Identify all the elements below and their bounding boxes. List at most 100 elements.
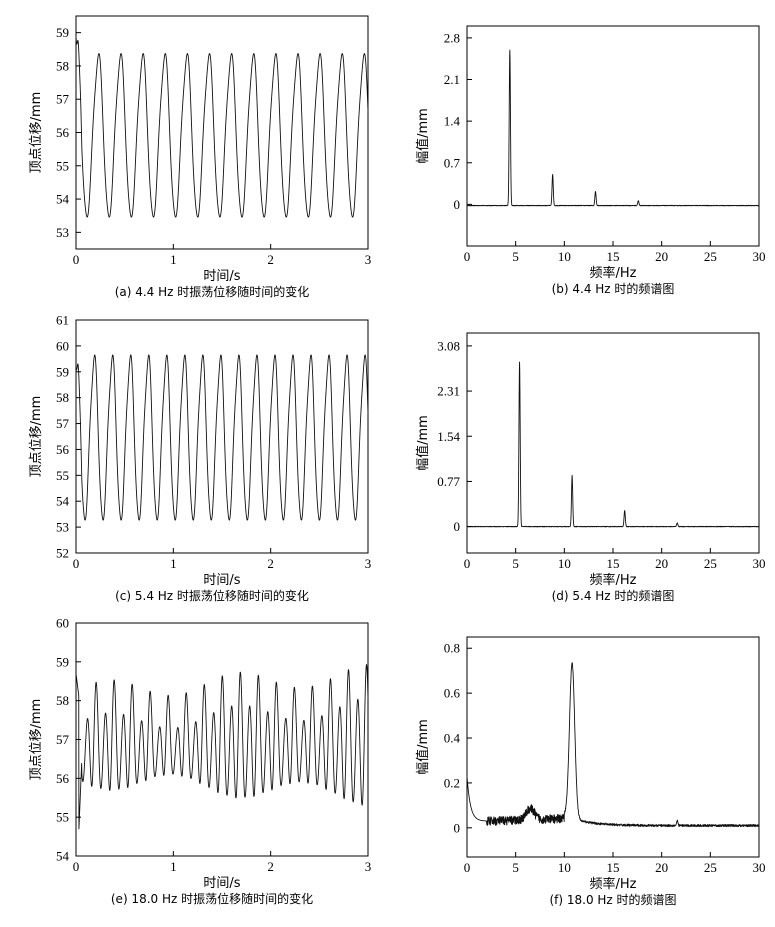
figure-caption: (d) 5.4 Hz 时的频谱图 [552, 588, 675, 603]
y-tick-label: 61 [56, 313, 69, 328]
x-tick-label: 2 [267, 252, 274, 267]
x-tick-label: 15 [607, 860, 620, 875]
y-tick-label: 58 [56, 58, 69, 73]
y-tick-label: 55 [56, 158, 69, 173]
y-tick-label: 2.8 [444, 30, 460, 45]
y-tick-label: 54 [56, 849, 70, 864]
x-tick-label: 3 [365, 556, 372, 571]
y-tick-label: 56 [56, 442, 70, 457]
figure-caption: (e) 18.0 Hz 时振荡位移随时间的变化 [111, 891, 313, 906]
plot-frame-d [466, 332, 760, 554]
x-tick-label: 15 [607, 249, 620, 264]
x-tick-label: 30 [753, 556, 766, 571]
y-axis-label: 幅值/mm [415, 415, 431, 471]
y-tick-label: 0.6 [444, 686, 461, 701]
x-axis-label: 时间/s [203, 876, 240, 891]
x-tick-label: 0 [464, 556, 471, 571]
y-tick-label: 58 [56, 693, 69, 708]
x-tick-label: 0 [464, 860, 471, 875]
x-tick-label: 25 [704, 556, 717, 571]
x-axis-label: 频率/Hz [590, 572, 637, 588]
x-tick-label: 5 [512, 556, 519, 571]
x-tick-label: 25 [704, 860, 717, 875]
x-axis-label: 时间/s [203, 269, 240, 284]
x-tick-label: 30 [753, 249, 766, 264]
x-tick-label: 25 [704, 249, 717, 264]
series-line-a [75, 35, 369, 218]
x-tick-label: 2 [267, 859, 274, 874]
series-line-d [466, 361, 760, 528]
y-tick-label: 56 [56, 771, 70, 786]
x-tick-label: 20 [655, 249, 668, 264]
y-tick-label: 55 [56, 810, 69, 825]
x-tick-label: 10 [558, 249, 571, 264]
y-tick-label: 0.2 [444, 775, 460, 790]
figure-caption: (f) 18.0 Hz 时的频谱图 [549, 892, 676, 907]
y-tick-label: 53 [56, 520, 69, 535]
x-tick-label: 1 [170, 252, 177, 267]
y-tick-label: 57 [56, 732, 70, 747]
x-axis-label: 频率/Hz [590, 265, 637, 281]
y-tick-label: 1.4 [444, 114, 461, 129]
y-tick-label: 2.1 [444, 72, 460, 87]
x-tick-label: 15 [607, 556, 620, 571]
chart-e: 0 1 2 3 54 55 56 57 58 59 60 时间/s 顶点位移/mm (e) 18.0 Hz… [29, 616, 371, 907]
y-tick-label: 0.77 [437, 474, 460, 489]
x-axis-label: 时间/s [203, 573, 240, 588]
x-tick-label: 0 [73, 252, 80, 267]
y-tick-label: 58 [56, 390, 69, 405]
y-tick-label: 1.54 [437, 429, 460, 444]
y-tick-label: 53 [56, 225, 69, 240]
y-tick-label: 60 [56, 616, 69, 631]
y-axis-label: 幅值/mm [415, 108, 431, 164]
series-line-c [75, 354, 369, 521]
y-tick-label: 59 [56, 654, 69, 669]
x-tick-label: 5 [512, 249, 519, 264]
chart-c: 0 1 2 3 52 53 54 55 56 57 58 59 60 61 时间/s 顶点位移/mm (c) 5… [29, 313, 371, 604]
x-tick-label: 1 [170, 859, 177, 874]
series-line-f [466, 662, 760, 828]
y-tick-label: 57 [56, 416, 70, 431]
y-tick-label: 3.08 [437, 338, 460, 353]
y-tick-label: 59 [56, 25, 69, 40]
plot-frame-c [75, 319, 369, 554]
series-line-e [75, 664, 369, 830]
y-tick-label: 57 [56, 92, 70, 107]
y-axis-label: 顶点位移/mm [29, 699, 44, 781]
y-tick-label: 56 [56, 125, 70, 140]
x-tick-label: 0 [464, 249, 471, 264]
y-tick-label: 0.4 [444, 731, 461, 746]
y-tick-label: 54 [56, 192, 70, 207]
x-tick-label: 10 [558, 860, 571, 875]
x-tick-label: 3 [365, 252, 372, 267]
x-tick-label: 20 [655, 556, 668, 571]
chart-f: 0 5 10 15 20 25 30 0 0.2 0.4 0.6 0.8 频率/Hz 幅值/mm (f) 1… [415, 636, 766, 907]
chart-b: 0 5 10 15 20 25 30 0 0.7 1.4 2.1 2.8 频率/Hz 幅值/mm (b) 4… [415, 25, 766, 296]
y-tick-label: 59 [56, 364, 69, 379]
x-tick-label: 3 [365, 859, 372, 874]
x-tick-label: 0 [73, 859, 80, 874]
y-axis-label: 顶点位移/mm [29, 396, 44, 478]
y-tick-label: 60 [56, 338, 69, 353]
series-line-b [466, 49, 760, 207]
y-tick-label: 55 [56, 468, 69, 483]
x-tick-label: 0 [73, 556, 80, 571]
y-tick-label: 0.8 [444, 641, 460, 656]
y-axis-label: 幅值/mm [415, 719, 431, 775]
x-axis-label: 频率/Hz [590, 876, 637, 892]
x-tick-label: 5 [512, 860, 519, 875]
x-tick-label: 2 [267, 556, 274, 571]
y-axis-label: 顶点位移/mm [29, 92, 44, 174]
figure-caption: (a) 4.4 Hz 时振荡位移随时间的变化 [115, 284, 310, 299]
y-tick-label: 0 [454, 519, 461, 534]
y-tick-label: 54 [56, 494, 70, 509]
figure-caption: (c) 5.4 Hz 时振荡位移随时间的变化 [115, 588, 309, 603]
y-tick-label: 0 [454, 820, 461, 835]
y-tick-label: 0.7 [444, 155, 461, 170]
x-tick-label: 20 [655, 860, 668, 875]
chart-d: 0 5 10 15 20 25 30 0 0.77 1.54 2.31 3.08 频率/Hz 幅值/mm (… [415, 332, 766, 603]
x-tick-label: 10 [558, 556, 571, 571]
figure-caption: (b) 4.4 Hz 时的频谱图 [552, 281, 675, 296]
y-tick-label: 2.31 [437, 384, 460, 399]
